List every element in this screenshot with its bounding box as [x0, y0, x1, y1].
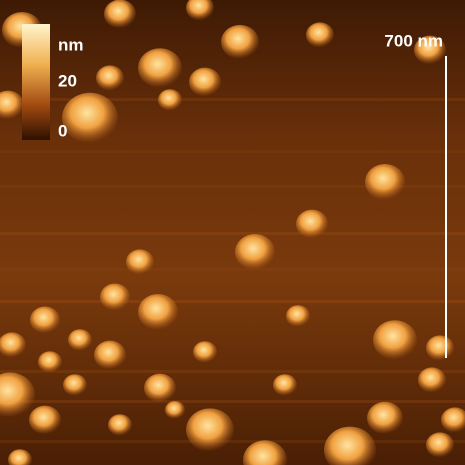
- particle: [63, 374, 87, 396]
- particle: [235, 234, 275, 270]
- particle: [441, 407, 465, 433]
- streak: [0, 370, 465, 373]
- particle: [273, 374, 297, 396]
- particle: [193, 341, 217, 363]
- particle: [418, 367, 446, 393]
- particle: [0, 90, 24, 120]
- particle: [426, 335, 454, 361]
- particle: [0, 372, 35, 418]
- particle: [296, 209, 328, 239]
- particle: [104, 0, 136, 29]
- particle: [96, 65, 124, 91]
- particle: [0, 332, 26, 358]
- colorbar-unit: nm: [58, 35, 84, 54]
- particle: [138, 294, 178, 330]
- particle: [373, 320, 417, 360]
- particle: [138, 48, 182, 88]
- particle: [165, 401, 185, 419]
- colorbar-tick: 20: [58, 71, 77, 90]
- particle: [286, 305, 310, 327]
- particle: [243, 440, 287, 465]
- particle: [68, 329, 92, 351]
- streak: [0, 268, 465, 271]
- streak: [0, 400, 465, 403]
- particle: [29, 405, 61, 435]
- particle: [414, 35, 446, 65]
- scan-streaks: [0, 98, 465, 443]
- particle: [324, 426, 376, 465]
- streak: [0, 440, 465, 443]
- particle: [100, 283, 130, 311]
- streak: [0, 185, 465, 188]
- colorbar-tick: 0: [58, 121, 67, 140]
- particle: [367, 401, 403, 435]
- particle: [8, 449, 32, 465]
- streak: [0, 300, 465, 303]
- particle: [189, 67, 221, 97]
- particle: [158, 89, 182, 111]
- particle: [221, 24, 259, 60]
- particle: [108, 414, 132, 436]
- streak: [0, 232, 465, 235]
- particle: [186, 408, 234, 452]
- particle: [306, 22, 334, 48]
- particle: [94, 340, 126, 370]
- particle: [62, 92, 118, 144]
- particle: [426, 432, 454, 458]
- particle: [30, 306, 60, 334]
- particle: [38, 351, 62, 373]
- streak: [0, 98, 465, 101]
- particle: [186, 0, 214, 21]
- colorbar: [22, 24, 50, 140]
- particle: [365, 164, 405, 200]
- scale-bar-label: 700 nm: [384, 31, 443, 50]
- particle: [126, 249, 154, 275]
- streak: [0, 150, 465, 153]
- particle: [144, 373, 176, 403]
